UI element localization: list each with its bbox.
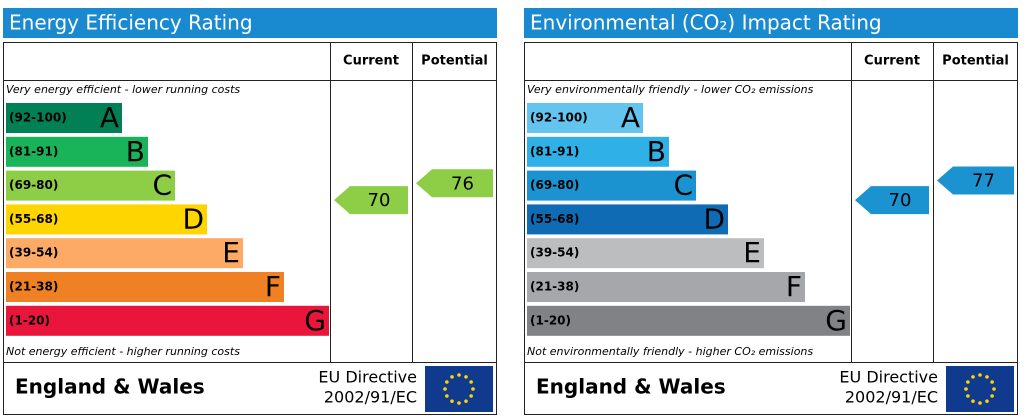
eu-flag [425, 366, 493, 412]
rating-value: 70 [368, 190, 391, 211]
rating-value: 76 [451, 173, 474, 194]
band-bar [527, 204, 728, 235]
eu-star [457, 373, 461, 377]
band-range: (39-54) [9, 246, 58, 260]
band-bar [6, 170, 175, 201]
eu-star [978, 373, 982, 377]
band-range: (55-68) [530, 212, 579, 226]
rating-value: 77 [972, 170, 995, 191]
band-range: (39-54) [530, 246, 579, 260]
eu-flag [946, 366, 1014, 412]
rating-arrow [334, 186, 408, 215]
band-letter: E [222, 236, 240, 269]
band-range: (21-38) [9, 280, 58, 294]
rating-value: 70 [889, 190, 912, 211]
band-bar [6, 136, 148, 167]
eu-star [990, 394, 994, 398]
band-letter: B [647, 135, 666, 168]
band-range: (1-20) [530, 313, 571, 327]
eu-star [966, 394, 970, 398]
frame [524, 42, 1018, 415]
band-bar [527, 238, 764, 269]
band-letter: A [621, 101, 640, 134]
eu-star [457, 401, 461, 405]
title-bar [524, 8, 1018, 38]
eu-star [966, 380, 970, 384]
band-bar [6, 238, 243, 269]
header: Potential [421, 54, 488, 69]
header: Current [343, 54, 399, 69]
eu-star [445, 394, 449, 398]
eu-star [464, 375, 468, 379]
band-bar [6, 103, 122, 133]
band-range: (1-20) [9, 313, 50, 327]
eu-star [450, 375, 454, 379]
eu-star [469, 380, 473, 384]
band-bar [527, 272, 805, 302]
band-range: (81-91) [530, 144, 579, 158]
band-letter: D [182, 202, 204, 235]
header: Current [864, 54, 920, 69]
rating-arrow [855, 186, 929, 215]
rating-arrow [937, 166, 1014, 195]
eu-star [443, 387, 447, 391]
band-letter: F [786, 270, 802, 303]
band-range: (55-68) [9, 212, 58, 226]
environment-panel: Environmental (CO₂) Impact Rating Current… [524, 8, 1018, 415]
directive: EU Directive [318, 368, 417, 387]
band-letter: C [673, 169, 693, 202]
directive: 2002/91/EC [845, 388, 938, 407]
eu-star [985, 375, 989, 379]
band-bar [6, 272, 284, 302]
bottom-note: Not energy efficient - higher running co… [6, 345, 240, 358]
eu-star [471, 387, 475, 391]
eu-star [964, 387, 968, 391]
band-bar [527, 103, 643, 133]
band-bar [527, 170, 696, 201]
band-range: (92-100) [9, 111, 67, 125]
band-range: (69-80) [9, 178, 58, 192]
band-letter: E [743, 236, 761, 269]
eu-star [971, 375, 975, 379]
band-bar [6, 305, 329, 336]
band-range: (81-91) [9, 144, 58, 158]
eu-star [990, 380, 994, 384]
band-range: (92-100) [530, 111, 588, 125]
band-letter: B [126, 135, 145, 168]
band-letter: A [100, 101, 119, 134]
title-bar [3, 8, 497, 38]
band-bar [6, 204, 207, 235]
band-bar [527, 305, 850, 336]
title: Environmental (CO₂) Impact Rating [530, 11, 882, 35]
band-range: (21-38) [530, 280, 579, 294]
top-note: Very energy efficient - lower running co… [6, 83, 240, 96]
eu-star [971, 399, 975, 403]
rating-arrow [416, 169, 493, 198]
band-letter: G [825, 304, 847, 337]
region: England & Wales [15, 375, 205, 399]
band-bar [527, 136, 669, 167]
band-letter: F [265, 270, 281, 303]
eu-star [445, 380, 449, 384]
band-range: (69-80) [530, 178, 579, 192]
title: Energy Efficiency Rating [9, 11, 253, 35]
bottom-note: Not environmentally friendly - higher CO… [527, 345, 813, 358]
top-note: Very environmentally friendly - lower CO… [527, 83, 814, 96]
eu-star [450, 399, 454, 403]
eu-star [978, 401, 982, 405]
energy-panel: Energy Efficiency Rating Current Potential… [3, 8, 497, 415]
region: England & Wales [536, 375, 726, 399]
band-letter: D [703, 202, 725, 235]
band-letter: C [152, 169, 172, 202]
frame [3, 42, 497, 415]
eu-star [469, 394, 473, 398]
band-letter: G [304, 304, 326, 337]
eu-star [464, 399, 468, 403]
directive: EU Directive [839, 368, 938, 387]
eu-star [985, 399, 989, 403]
eu-star [992, 387, 996, 391]
directive: 2002/91/EC [324, 388, 417, 407]
header: Potential [942, 54, 1009, 69]
